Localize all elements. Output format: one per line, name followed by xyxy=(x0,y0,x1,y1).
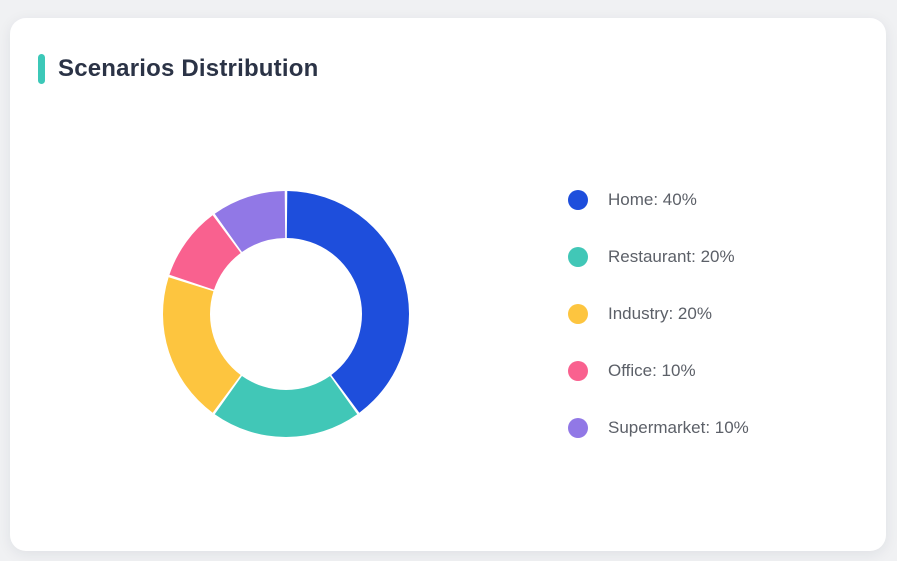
legend-label-restaurant: Restaurant: 20% xyxy=(608,247,735,266)
legend-label-supermarket: Supermarket: 10% xyxy=(608,418,749,437)
donut-chart-svg xyxy=(163,191,410,437)
legend-item-industry[interactable]: Industry: 20% xyxy=(568,304,749,324)
chart-legend: Home: 40% Restaurant: 20% Industry: 20% Off… xyxy=(568,190,749,438)
card-header: Scenarios Distribution xyxy=(38,54,318,84)
pie-slice-industry[interactable] xyxy=(163,277,241,413)
legend-label-home: Home: 40% xyxy=(608,190,697,209)
legend-dot-restaurant xyxy=(568,247,588,267)
pie-slice-supermarket[interactable] xyxy=(214,191,286,253)
card-title: Scenarios Distribution xyxy=(58,55,319,82)
legend-dot-supermarket xyxy=(568,418,588,438)
legend-dot-office xyxy=(568,361,588,381)
legend-label-office: Office: 10% xyxy=(608,361,696,380)
title-accent-bar xyxy=(38,54,45,84)
legend-item-home[interactable]: Home: 40% xyxy=(568,190,749,210)
pie-slice-office[interactable] xyxy=(169,215,241,290)
scenarios-distribution-card: Scenarios Distribution Home: 40% Restaura… xyxy=(10,18,886,551)
pie-slice-restaurant[interactable] xyxy=(214,375,358,437)
legend-label-industry: Industry: 20% xyxy=(608,304,712,323)
legend-dot-industry xyxy=(568,304,588,324)
donut-chart: Home: 40% Restaurant: 20% Industry: 20% Off… xyxy=(10,18,886,551)
legend-item-office[interactable]: Office: 10% xyxy=(568,361,749,381)
pie-slice-home[interactable] xyxy=(286,191,410,413)
legend-dot-home xyxy=(568,190,588,210)
legend-item-supermarket[interactable]: Supermarket: 10% xyxy=(568,418,749,438)
legend-item-restaurant[interactable]: Restaurant: 20% xyxy=(568,247,749,267)
